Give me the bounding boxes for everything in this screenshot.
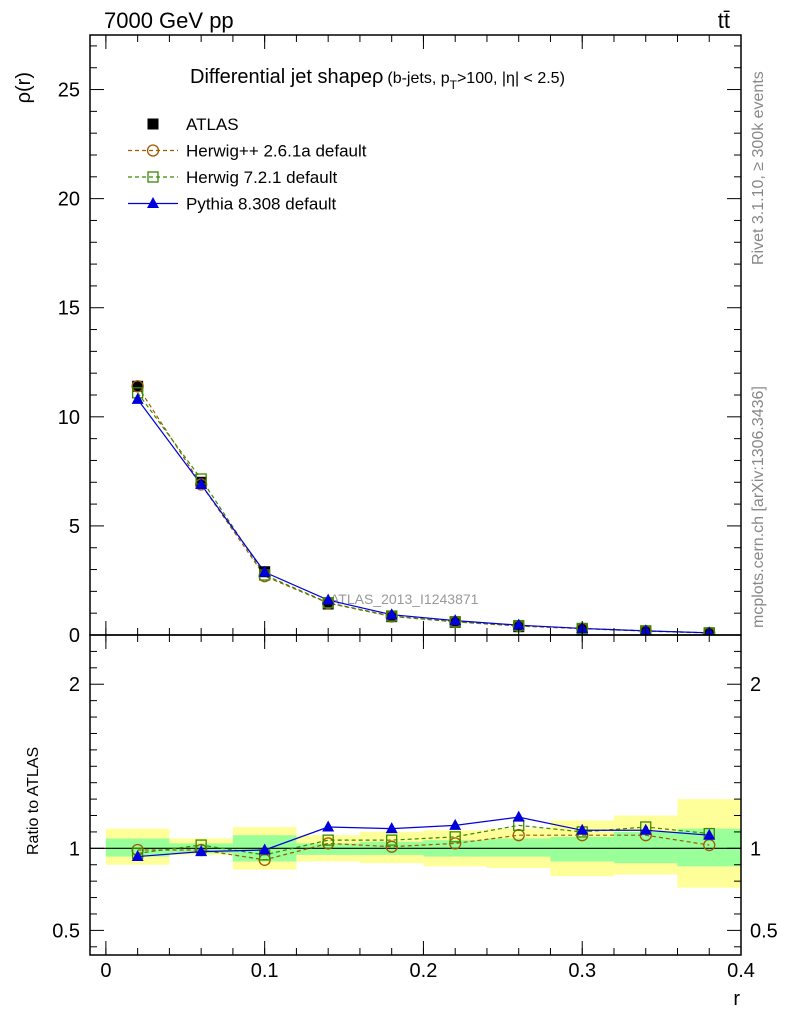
ratio-point-pythia-8-308-default [449,818,462,830]
ratio-y-tick-label-left: 0.5 [52,920,80,942]
ratio-point-herwig-7-2-1-default [322,834,334,846]
x-tick-label: 0.1 [251,960,279,982]
main-panel: Differential jet shapeρ (b-jets, pT>100, … [13,34,742,647]
x-axis-label: r [733,988,740,1010]
process-label: tt̄ [718,8,730,33]
ratio-point-pythia-8-308-default [703,828,716,840]
legend-label-atlas: ATLAS [186,115,239,134]
main-ylabel: ρ(r) [13,72,35,103]
legend-label-herwig-2-6-1a-default: Herwig++ 2.6.1a default [186,142,367,161]
x-tick-label: 0.2 [410,960,438,982]
ratio-y-tick-label-right: 1 [750,838,761,860]
uncertainty-band-inner-bin [105,838,170,857]
legend-marker-herwig-7-2-1-default [147,171,159,183]
ratio-point-pythia-8-308-default [195,845,208,857]
ratio-y-tick-label-left: 1 [69,838,80,860]
data-point-pythia-8-308-default [322,593,335,605]
ratio-frame [89,634,742,956]
legend-label-pythia-8-308-default: Pythia 8.308 default [186,195,337,214]
ratio-point-herwig-7-2-1-default [386,834,398,846]
analysis-watermark: ATLAS_2013_I1243871 [330,591,479,607]
ratio-bands [105,799,741,888]
ratio-point-herwig-2-6-1a-default [512,829,525,842]
ratio-point-pythia-8-308-default [639,823,652,835]
main-y-tick-label: 20 [58,189,80,211]
legend-marker-atlas [147,118,159,130]
main-y-tick-label: 0 [69,625,80,647]
legend-marker-herwig-2-6-1a-default [146,144,160,157]
main-title: Differential jet shapeρ (b-jets, pT>100, … [190,66,565,92]
data-point-pythia-8-308-default [512,618,525,630]
ratio-point-pythia-8-308-default [385,822,398,834]
data-point-pythia-8-308-default [258,565,271,577]
x-tick-label: 0.3 [568,960,596,982]
data-point-atlas [132,380,144,392]
legend-label-herwig-7-2-1-default: Herwig 7.2.1 default [186,168,337,187]
ratio-line-herwig-2-6-1a-default [137,834,710,861]
main-y-tick-label: 5 [69,516,80,538]
ratio-y-tick-label-right: 2 [750,674,761,696]
ratio-line-pythia-8-308-default [137,816,710,858]
ratio-ylabel: Ratio to ATLAS [25,747,42,855]
ratio-point-herwig-7-2-1-default [449,831,461,843]
ratio-point-pythia-8-308-default [258,843,271,855]
ratio-y-tick-label-right: 0.5 [750,920,778,942]
ratio-point-herwig-2-6-1a-default [385,840,398,853]
legend: ATLAS Herwig++ 2.6.1a default Herwig 7.2.1… [128,115,367,214]
ratio-point-pythia-8-308-default [131,850,144,862]
mcplots-side-label: mcplots.cern.ch [arXiv:1306.3436] [750,386,767,628]
x-tick-label: 0.4 [727,960,755,982]
main-y-tick-label: 15 [58,298,80,320]
ratio-point-pythia-8-308-default [576,823,589,835]
data-point-pythia-8-308-default [131,392,144,404]
legend-marker-pythia-8-308-default [147,197,159,208]
ratio-panel: Ratio to ATLAS r 0 0.1 0.2 0.3 0.4 0.5 0.5 1 1 2 2 [25,634,778,1010]
data-point-pythia-8-308-default [195,477,208,489]
ratio-point-pythia-8-308-default [512,810,525,822]
ratio-y-tick-label-left: 2 [69,674,80,696]
data-point-pythia-8-308-default [385,608,398,620]
uncertainty-band-inner-bin [486,838,551,857]
ratio-series [131,810,716,866]
main-y-tick-label: 25 [58,80,80,102]
energy-label: 7000 GeV pp [104,8,234,33]
main-y-tick-label: 10 [58,407,80,429]
ratio-line-herwig-7-2-1-default [137,824,710,856]
x-tick-label: 0 [100,960,111,982]
rivet-side-label: Rivet 3.1.10, ≥ 300k events [750,71,767,265]
data-point-herwig-2-6-1a-default [131,380,144,393]
series-line-herwig-7-2-1-default [137,392,710,634]
ratio-point-pythia-8-308-default [322,820,335,832]
data-point-pythia-8-308-default [449,614,462,626]
ratio-point-herwig-2-6-1a-default [449,837,462,850]
uncertainty-band-inner-bin [613,831,678,864]
